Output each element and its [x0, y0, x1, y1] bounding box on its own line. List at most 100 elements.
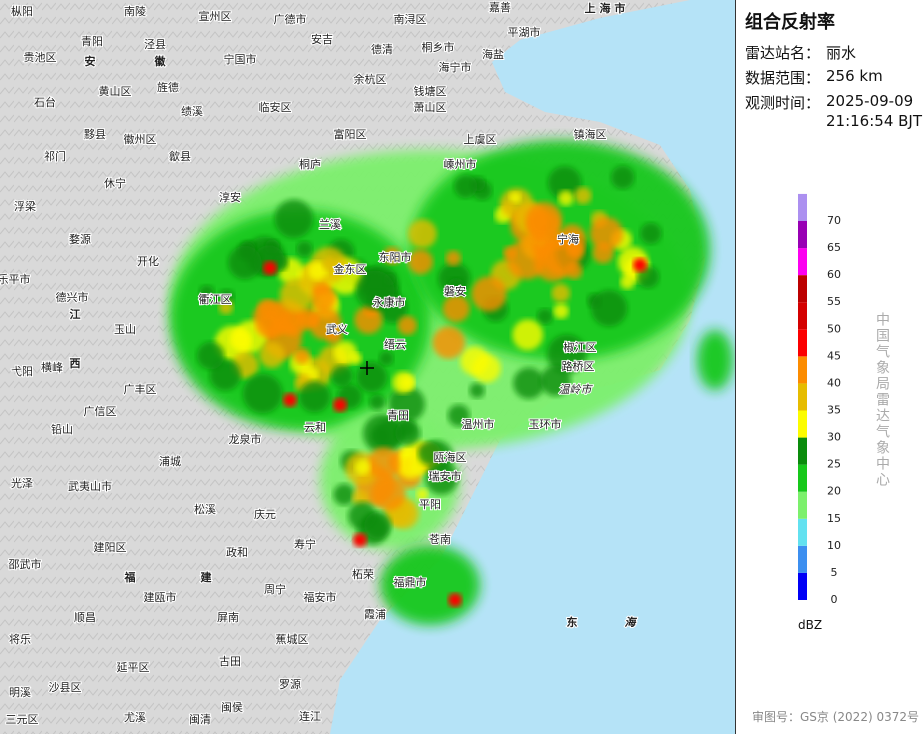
legend-label: 30: [827, 431, 841, 444]
echo-cell: [620, 274, 635, 290]
range: 256 km: [826, 67, 883, 85]
legend-label: 25: [827, 458, 841, 471]
place-label: 绩溪: [181, 105, 203, 118]
place-label: 开化: [137, 254, 159, 268]
legend-swatch: [798, 329, 807, 357]
place-label: 龙泉市: [229, 432, 262, 446]
place-label: 玉山: [114, 323, 136, 336]
echo-cell: [355, 270, 395, 310]
echo-cell: [326, 328, 343, 345]
place-label: 宁海: [557, 232, 579, 246]
place-label: 屏南: [217, 611, 239, 624]
echo-cell: [228, 245, 262, 280]
echo-cell: [351, 489, 369, 507]
place-label: 宣州区: [199, 9, 232, 23]
place-label: 建: [201, 570, 213, 584]
echo-cell: [551, 283, 571, 303]
place-label: 浮梁: [14, 199, 36, 213]
place-label: 玉环市: [529, 417, 562, 431]
place-label: 沙县区: [49, 681, 82, 694]
panel-title: 组合反射率: [745, 12, 835, 33]
echo-cell: [589, 217, 624, 251]
place-label: 钱塘区: [414, 84, 447, 98]
echo-cell: [417, 441, 442, 466]
sea: [330, 0, 735, 734]
echo-cell: [308, 261, 328, 281]
place-label: 瑞安市: [429, 469, 462, 483]
place-label: 邵武市: [9, 557, 42, 571]
echo-cell: [379, 351, 394, 366]
echo-cell: [296, 241, 313, 257]
place-label: 将乐: [9, 633, 31, 646]
date: 2025-09-09: [826, 92, 914, 110]
station: 丽水: [826, 44, 857, 62]
place-label: 福鼎市: [394, 575, 427, 589]
place-label: 德清: [371, 42, 393, 56]
echo-cell: [445, 250, 461, 266]
echo-cell: [309, 285, 336, 312]
legend-swatch: [798, 410, 807, 438]
echo-cell: [259, 342, 285, 368]
legend-swatch: [798, 275, 807, 303]
place-label: 婺源: [69, 232, 91, 246]
legend-label: 55: [827, 295, 841, 308]
place-label: 路桥区: [562, 360, 595, 373]
place-label: 周宁: [264, 582, 286, 596]
place-label: 连江: [299, 710, 321, 723]
place-label: 枞阳: [11, 5, 33, 18]
radar-site: [360, 361, 374, 375]
region-label: 上 海 市: [585, 1, 626, 15]
legend-swatch: [798, 383, 807, 411]
legend-swatch: [798, 248, 807, 276]
place-label: 苍南: [429, 533, 451, 546]
echo-cell: [526, 202, 563, 239]
echo-cell: [472, 354, 501, 383]
place-label: 明溪: [9, 686, 31, 699]
place-label: 淳安: [219, 190, 241, 204]
time-label: 观测时间：: [745, 94, 821, 112]
place-label: 西: [70, 357, 81, 370]
place-label: 平阳: [419, 498, 441, 511]
place-label: 温岭市: [559, 383, 594, 396]
place-label: 蕉城区: [276, 633, 309, 646]
place-label: 嵊州市: [444, 157, 477, 171]
place-label: 海宁市: [439, 60, 472, 74]
echo-cell: [369, 394, 386, 411]
place-label: 庆元: [254, 507, 276, 521]
station-label: 雷达站名：: [745, 44, 821, 62]
place-label: 黄山区: [99, 84, 132, 98]
echo-cell: [540, 365, 571, 397]
place-label: 青田: [387, 409, 409, 422]
echo-cell: [367, 447, 401, 480]
echo-cell: [611, 165, 635, 190]
echo-cell: [322, 256, 337, 271]
echo-area: [697, 330, 733, 390]
legend-swatch: [798, 545, 807, 573]
place-label: 桐乡市: [422, 40, 455, 54]
approval: 审图号：GS京 (2022) 0372号: [752, 710, 919, 724]
place-label: 南浔区: [394, 13, 427, 26]
place-label: 东阳市: [379, 250, 412, 264]
echo-cell: [567, 242, 585, 260]
place-label: 椒江区: [564, 340, 597, 354]
echo-cell: [362, 413, 403, 454]
unit: dBZ: [798, 618, 823, 632]
place-label: 寿宁: [294, 537, 316, 551]
place-label: 衢江区: [199, 293, 232, 306]
radar-echo: [170, 140, 733, 625]
legend-label: 20: [827, 485, 841, 498]
legend-label: 5: [831, 566, 838, 579]
echo-cell: [640, 222, 662, 245]
echo-cell: [333, 483, 355, 506]
place-label: 金东区: [334, 262, 367, 276]
place-label: 余杭区: [354, 72, 387, 86]
echo-cell: [354, 305, 383, 334]
place-label: 江: [70, 307, 81, 321]
place-label: 瓯海区: [434, 450, 467, 464]
echo-cell: [364, 511, 392, 539]
echo-core: [448, 593, 462, 607]
place-label: 安: [85, 54, 96, 68]
echo-core: [283, 393, 297, 407]
